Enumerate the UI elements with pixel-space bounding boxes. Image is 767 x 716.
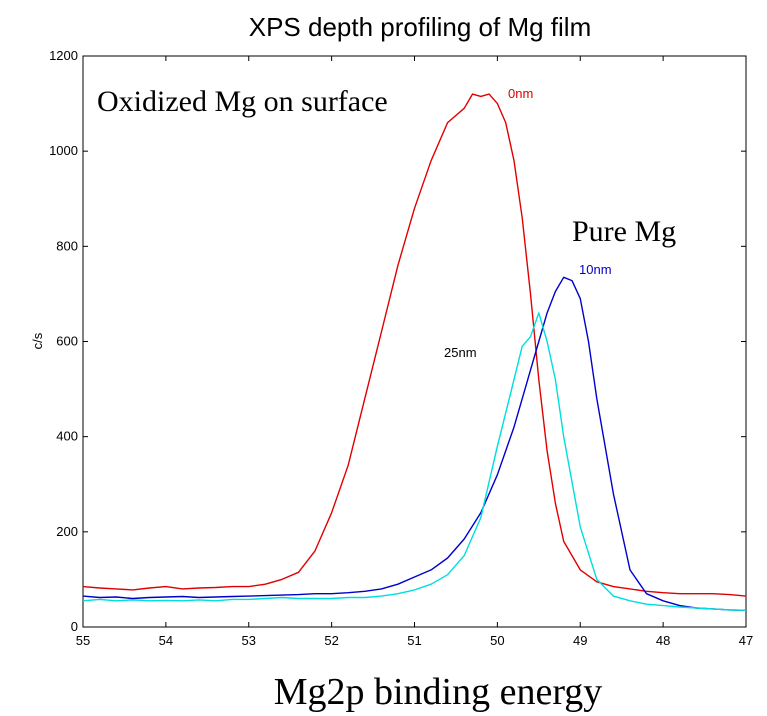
x-tick-label: 47 bbox=[739, 633, 753, 648]
x-tick-label: 55 bbox=[76, 633, 90, 648]
x-tick-label: 52 bbox=[324, 633, 338, 648]
annotation-oxidized: Oxidized Mg on surface bbox=[97, 85, 388, 118]
series-line-10nm bbox=[82, 276, 747, 611]
x-axis-label: Mg2p binding energy bbox=[274, 671, 603, 713]
y-tick-label: 600 bbox=[56, 334, 78, 349]
series-label-10nm: 10nm bbox=[579, 262, 612, 277]
x-tick-label: 51 bbox=[407, 633, 421, 648]
x-tick-label: 54 bbox=[159, 633, 173, 648]
x-axis: 55 54 53 52 51 50 49 48 47 bbox=[76, 56, 753, 648]
y-tick-label: 800 bbox=[56, 238, 78, 253]
x-tick-label: 50 bbox=[490, 633, 504, 648]
y-axis-label: c/s bbox=[30, 332, 45, 349]
x-tick-label: 49 bbox=[573, 633, 587, 648]
y-tick-label: 400 bbox=[56, 429, 78, 444]
chart-title: XPS depth profiling of Mg film bbox=[249, 12, 592, 42]
y-axis: 0 200 400 600 800 1000 1200 bbox=[49, 48, 746, 634]
y-tick-label: 200 bbox=[56, 524, 78, 539]
series-line-0nm bbox=[82, 93, 747, 597]
series-group bbox=[82, 93, 747, 611]
y-tick-label: 1200 bbox=[49, 48, 78, 63]
series-label-25nm: 25nm bbox=[444, 345, 477, 360]
series-label-0nm: 0nm bbox=[508, 86, 533, 101]
y-tick-label: 1000 bbox=[49, 143, 78, 158]
plot-frame bbox=[82, 55, 747, 628]
x-tick-label: 48 bbox=[656, 633, 670, 648]
annotation-pure: Pure Mg bbox=[572, 215, 676, 248]
series-line-25nm bbox=[82, 312, 747, 611]
x-tick-label: 53 bbox=[242, 633, 256, 648]
y-tick-label: 0 bbox=[71, 619, 78, 634]
